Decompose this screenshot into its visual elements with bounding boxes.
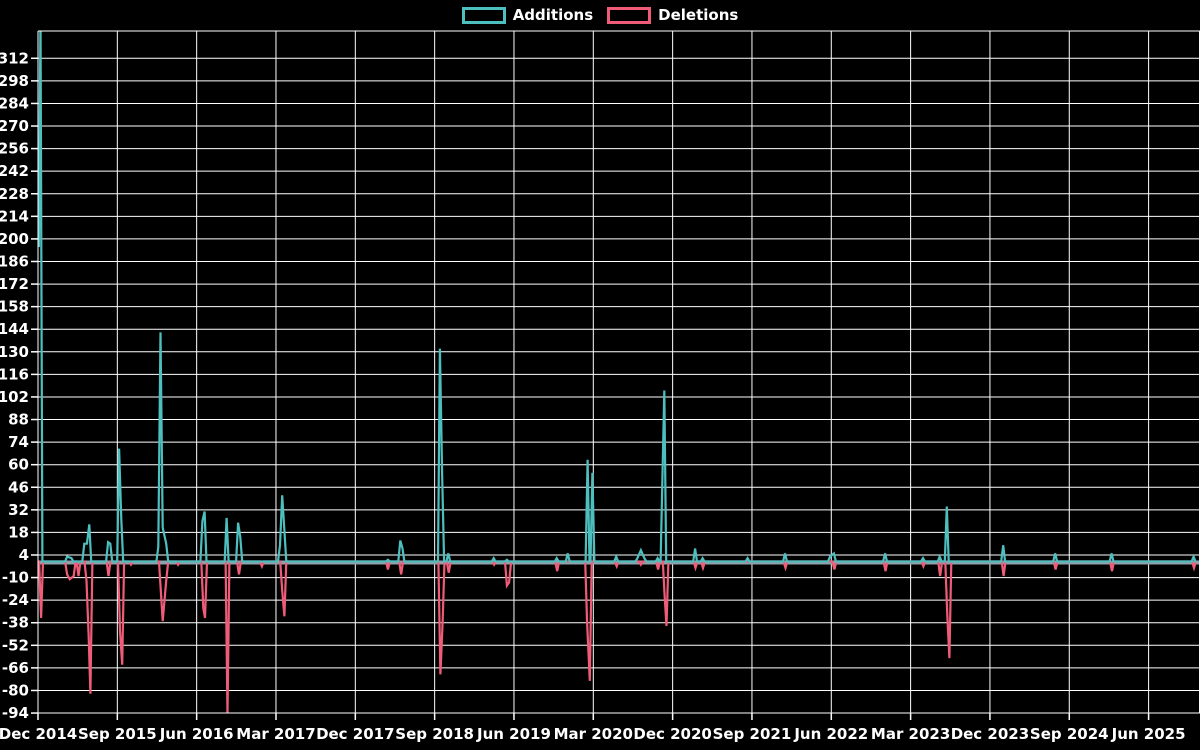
legend: Additions Deletions <box>0 6 1200 25</box>
svg-text:-10: -10 <box>2 569 29 587</box>
svg-text:Sep 2024: Sep 2024 <box>1030 725 1109 743</box>
svg-text:-52: -52 <box>2 636 29 654</box>
grid-horizontal-lines <box>38 57 1200 714</box>
svg-text:Mar 2017: Mar 2017 <box>236 725 315 743</box>
svg-text:228: 228 <box>0 185 29 203</box>
svg-text:88: 88 <box>8 411 29 429</box>
svg-text:102: 102 <box>0 388 29 406</box>
svg-text:270: 270 <box>0 117 29 135</box>
svg-text:116: 116 <box>0 365 29 383</box>
svg-text:298: 298 <box>0 72 29 90</box>
legend-label-additions: Additions <box>512 6 594 24</box>
svg-text:214: 214 <box>0 207 29 225</box>
legend-item-deletions: Deletions <box>607 6 738 25</box>
grid-vertical-lines <box>37 31 1150 713</box>
svg-text:256: 256 <box>0 140 29 158</box>
svg-text:Dec 2023: Dec 2023 <box>951 725 1030 743</box>
svg-text:-94: -94 <box>2 704 29 722</box>
svg-text:130: 130 <box>0 343 29 361</box>
svg-text:46: 46 <box>8 478 29 496</box>
legend-item-additions: Additions <box>461 6 594 25</box>
x-axis-labels: Dec 2014 Sep 2015 Jun 2016 Mar 2017 Dec 2017… <box>0 725 1186 743</box>
svg-text:-80: -80 <box>2 681 29 699</box>
svg-text:74: 74 <box>8 433 29 451</box>
svg-text:172: 172 <box>0 275 29 293</box>
svg-text:Jun 2025: Jun 2025 <box>1111 725 1186 743</box>
svg-text:Sep 2018: Sep 2018 <box>395 725 474 743</box>
svg-text:-24: -24 <box>2 591 29 609</box>
svg-text:312: 312 <box>0 49 29 67</box>
svg-text:-38: -38 <box>2 614 29 632</box>
svg-text:Sep 2021: Sep 2021 <box>713 725 792 743</box>
svg-text:242: 242 <box>0 162 29 180</box>
svg-text:Dec 2020: Dec 2020 <box>633 725 712 743</box>
deletions-swatch-icon <box>607 7 652 24</box>
svg-text:Mar 2023: Mar 2023 <box>871 725 950 743</box>
additions-series-line <box>38 31 1197 563</box>
svg-text:60: 60 <box>8 456 29 474</box>
svg-text:Dec 2014: Dec 2014 <box>0 725 77 743</box>
svg-text:Jun 2022: Jun 2022 <box>793 725 868 743</box>
svg-text:Jun 2019: Jun 2019 <box>476 725 551 743</box>
additions-swatch-icon <box>461 7 506 24</box>
svg-text:Mar 2020: Mar 2020 <box>554 725 633 743</box>
x-axis-ticks <box>37 713 1150 720</box>
plot-border <box>37 30 1200 714</box>
y-axis-labels: 312 298 284 270 256 242 228 214 200 186 172 158 144 1… <box>0 49 29 722</box>
svg-text:4: 4 <box>19 546 29 564</box>
svg-text:-66: -66 <box>2 659 29 677</box>
y-axis-ticks <box>31 57 38 714</box>
svg-text:Dec 2017: Dec 2017 <box>316 725 395 743</box>
svg-text:144: 144 <box>0 320 29 338</box>
legend-label-deletions: Deletions <box>658 6 739 24</box>
svg-text:Sep 2015: Sep 2015 <box>78 725 157 743</box>
deletions-series-line <box>38 560 1197 713</box>
svg-text:200: 200 <box>0 230 29 248</box>
svg-text:18: 18 <box>8 523 29 541</box>
svg-text:158: 158 <box>0 298 29 316</box>
svg-text:186: 186 <box>0 252 29 270</box>
svg-text:Jun 2016: Jun 2016 <box>159 725 234 743</box>
svg-text:32: 32 <box>8 501 29 519</box>
svg-text:284: 284 <box>0 94 29 112</box>
